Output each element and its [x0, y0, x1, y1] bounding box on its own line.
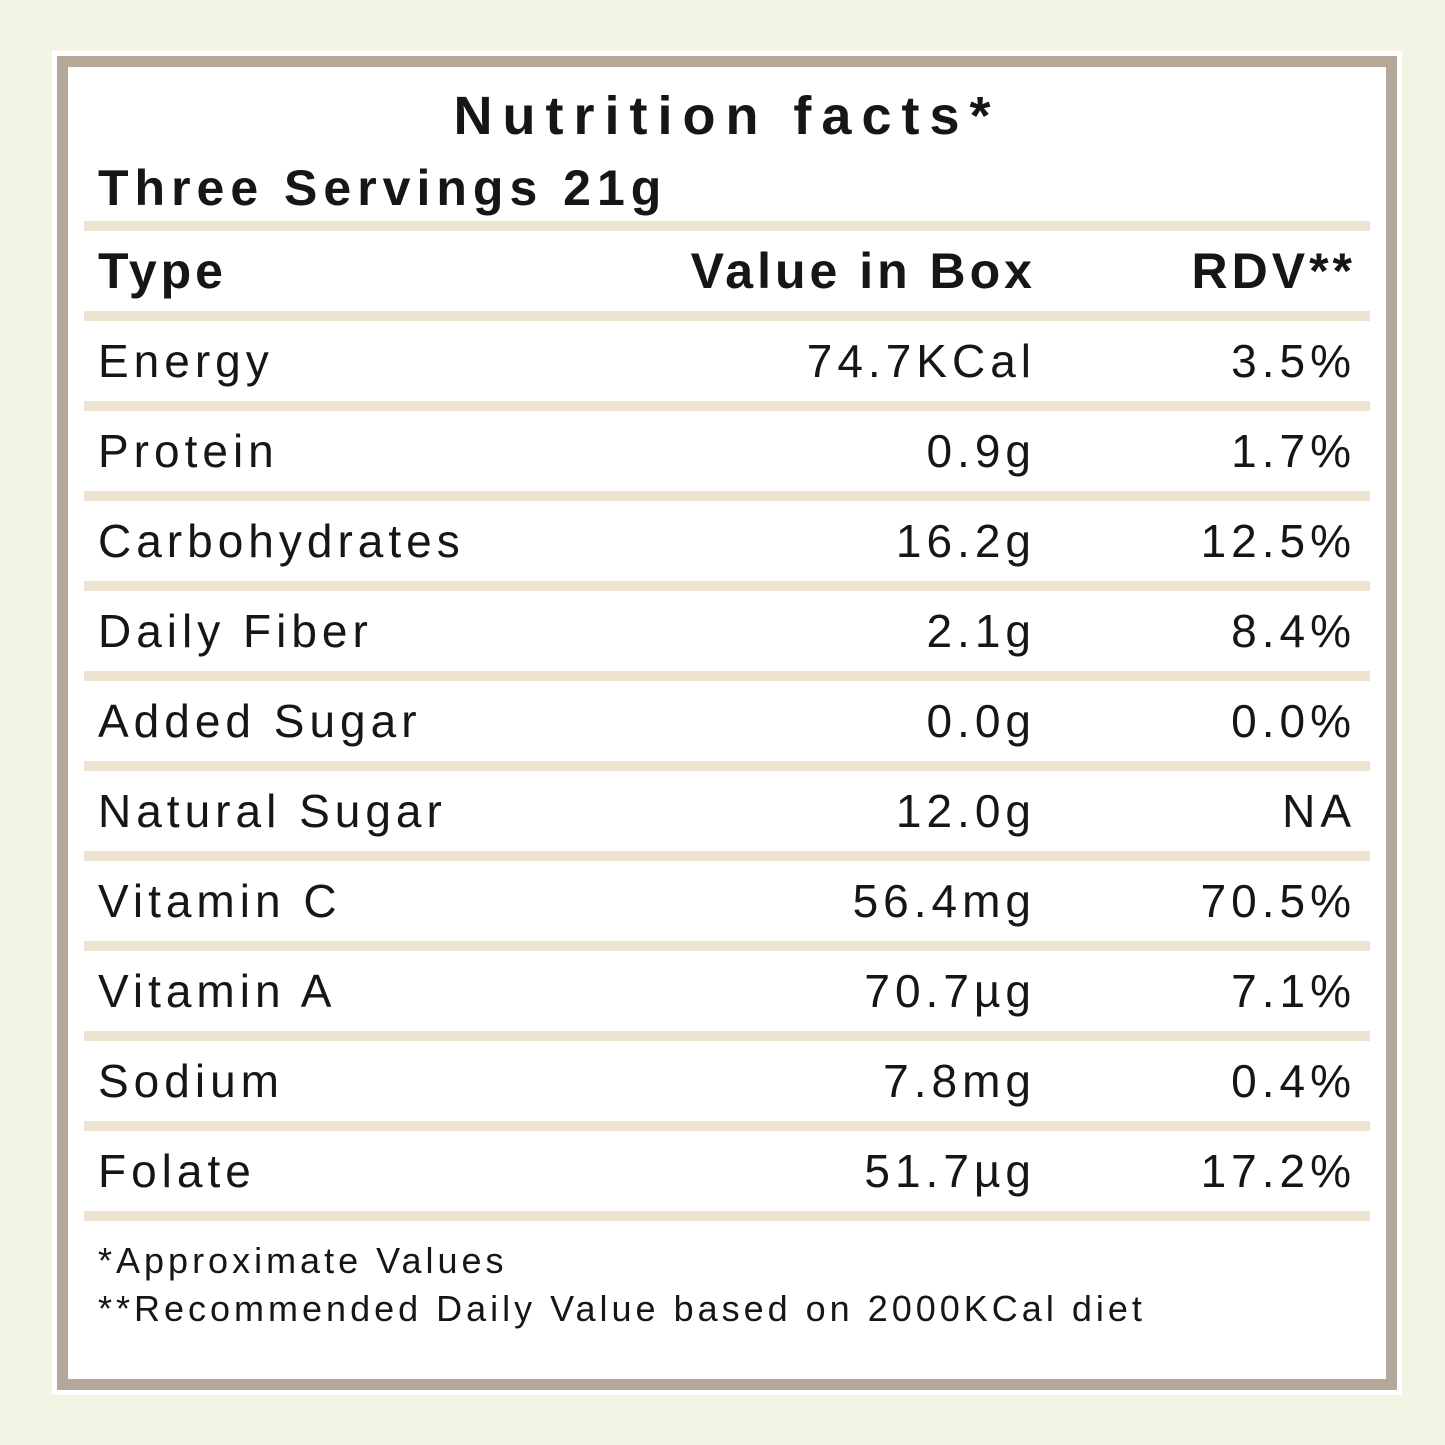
table-row-sodium: Sodium 7.8mg 0.4%: [84, 1041, 1370, 1121]
divider: [84, 401, 1370, 411]
table-row-vitamin-c: Vitamin C 56.4mg 70.5%: [84, 861, 1370, 941]
nutrient-name: Protein: [98, 425, 279, 477]
footnote-rdv-basis: **Recommended Daily Value based on 2000K…: [98, 1288, 1146, 1330]
divider: [84, 491, 1370, 501]
nutrient-name: Carbohydrates: [98, 515, 465, 567]
label-header: Nutrition facts* Three Servings 21g: [84, 67, 1370, 221]
nutrient-name: Sodium: [98, 1055, 284, 1107]
table-header-row: Type Value in Box RDV**: [84, 231, 1370, 311]
nutrient-rdv: NA: [1282, 785, 1356, 837]
nutrient-value: 56.4mg: [852, 875, 1036, 927]
nutrient-rdv: 17.2%: [1200, 1145, 1356, 1197]
divider: [84, 671, 1370, 681]
nutrient-value: 7.8mg: [883, 1055, 1036, 1107]
column-header-type: Type: [98, 243, 227, 299]
nutrient-rdv: 0.0%: [1231, 695, 1356, 747]
serving-size: Three Servings 21g: [98, 160, 668, 216]
footnotes: *Approximate Values **Recommended Daily …: [84, 1221, 1370, 1333]
divider: [84, 941, 1370, 951]
table-row-folate: Folate 51.7µg 17.2%: [84, 1131, 1370, 1211]
nutrient-rdv: 12.5%: [1200, 515, 1356, 567]
divider: [84, 761, 1370, 771]
nutrient-rdv: 8.4%: [1231, 605, 1356, 657]
divider: [84, 221, 1370, 231]
nutrient-value: 16.2g: [895, 515, 1036, 567]
nutrient-name: Added Sugar: [98, 695, 422, 747]
divider: [84, 1211, 1370, 1221]
nutrient-rdv: 7.1%: [1231, 965, 1356, 1017]
divider: [84, 851, 1370, 861]
nutrient-name: Folate: [98, 1145, 256, 1197]
column-header-value: Value in Box: [690, 243, 1036, 299]
nutrient-value: 12.0g: [895, 785, 1036, 837]
nutrition-facts-card: Nutrition facts* Three Servings 21g Type…: [52, 51, 1402, 1395]
nutrient-value: 51.7µg: [864, 1145, 1036, 1197]
table-row-natural-sugar: Natural Sugar 12.0g NA: [84, 771, 1370, 851]
nutrient-name: Daily Fiber: [98, 605, 373, 657]
label-title: Nutrition facts*: [453, 86, 1001, 146]
nutrient-value: 2.1g: [926, 605, 1036, 657]
divider: [84, 581, 1370, 591]
nutrient-rdv: 1.7%: [1231, 425, 1356, 477]
nutrient-value: 0.0g: [926, 695, 1036, 747]
table-row-daily-fiber: Daily Fiber 2.1g 8.4%: [84, 591, 1370, 671]
divider: [84, 311, 1370, 321]
nutrient-name: Energy: [98, 335, 274, 387]
nutrient-rdv: 0.4%: [1231, 1055, 1356, 1107]
table-row-vitamin-a: Vitamin A 70.7µg 7.1%: [84, 951, 1370, 1031]
nutrient-rdv: 70.5%: [1200, 875, 1356, 927]
nutrient-name: Vitamin C: [98, 875, 342, 927]
table-row-protein: Protein 0.9g 1.7%: [84, 411, 1370, 491]
nutrient-name: Natural Sugar: [98, 785, 447, 837]
footnote-approximate: *Approximate Values: [98, 1240, 508, 1281]
column-header-rdv: RDV**: [1191, 243, 1356, 299]
table-row-energy: Energy 74.7KCal 3.5%: [84, 321, 1370, 401]
nutrient-value: 70.7µg: [864, 965, 1036, 1017]
table-row-carbohydrates: Carbohydrates 16.2g 12.5%: [84, 501, 1370, 581]
divider: [84, 1121, 1370, 1131]
nutrient-value: 74.7KCal: [806, 335, 1036, 387]
table-row-added-sugar: Added Sugar 0.0g 0.0%: [84, 681, 1370, 761]
nutrient-name: Vitamin A: [98, 965, 337, 1017]
nutrient-rdv: 3.5%: [1231, 335, 1356, 387]
nutrient-value: 0.9g: [926, 425, 1036, 477]
divider: [84, 1031, 1370, 1041]
